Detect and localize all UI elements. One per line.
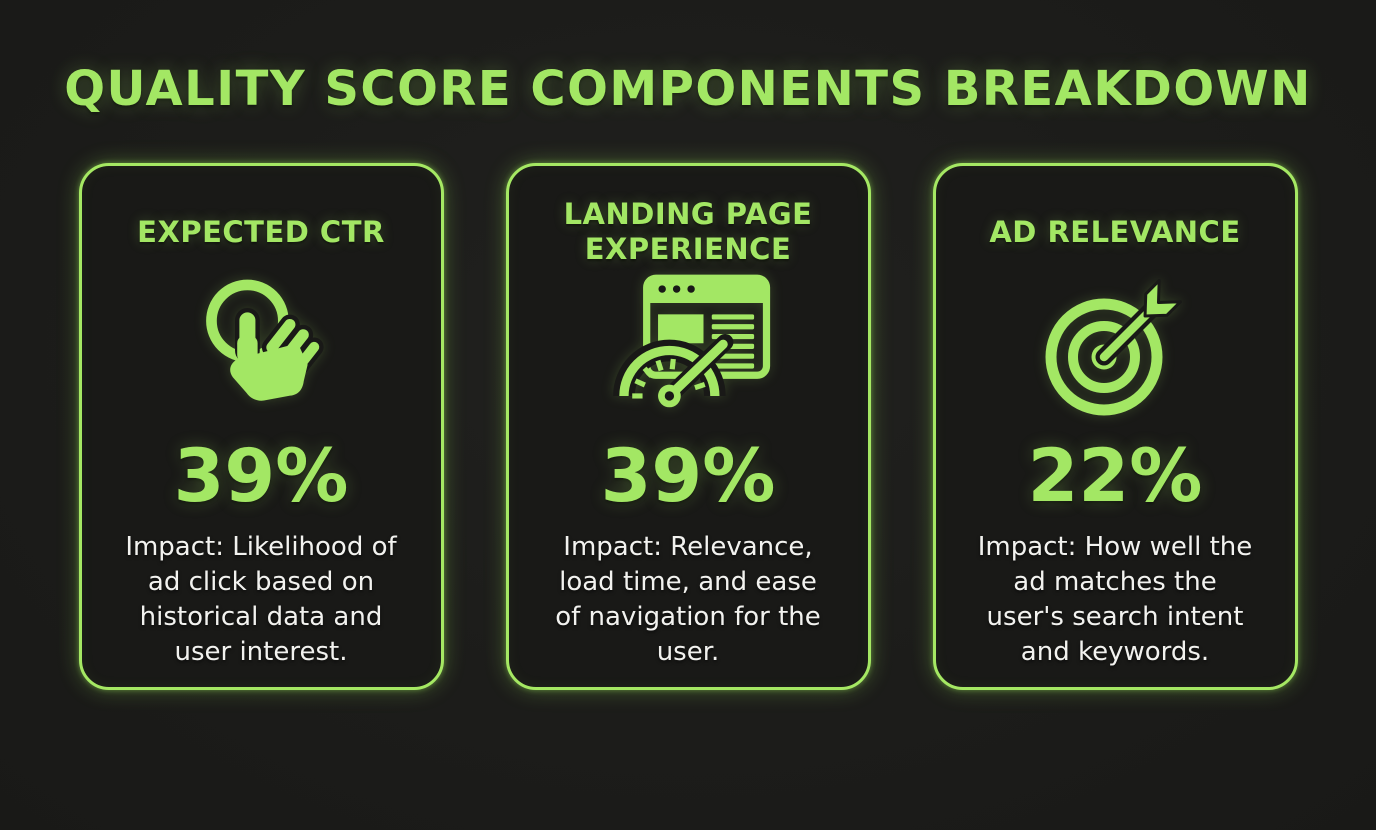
card-ad-relevance: AD RELEVANCE 22% Impact: How well the ad… (932, 163, 1298, 691)
card-expected-ctr: EXPECTED CTR 39% Impact: Likelihood of (78, 163, 444, 691)
impact-line: Impact: How well the (977, 532, 1253, 563)
percentage-value: 39% (173, 434, 349, 520)
impact-line: ad matches the (1013, 567, 1217, 598)
impact-line: of navigation for the (555, 602, 821, 633)
impact-line: user interest. (174, 637, 348, 668)
target-arrow-icon (1040, 274, 1190, 426)
card-title: EXPECTED CTR (137, 214, 385, 249)
impact-line: Impact: Relevance, (563, 532, 813, 563)
tap-click-icon (193, 274, 329, 426)
impact-line: historical data and (139, 602, 383, 633)
card-landing-page-experience: LANDING PAGE EXPERIENCE (505, 163, 871, 691)
impact-description: Impact: Relevance, load time, and ease o… (555, 530, 821, 670)
landing-page-speedometer-icon (599, 274, 777, 426)
infographic: QUALITY SCORE COMPONENTS BREAKDOWN EXPEC… (0, 61, 1376, 691)
impact-line: user. (656, 637, 720, 668)
impact-line: Impact: Likelihood of (125, 532, 397, 563)
impact-line: ad click based on (147, 567, 375, 598)
impact-description: Impact: How well the ad matches the user… (978, 530, 1253, 670)
percentage-value: 39% (600, 434, 776, 520)
percentage-value: 22% (1027, 434, 1203, 520)
card-title: AD RELEVANCE (989, 214, 1241, 249)
impact-line: user's search intent (986, 602, 1244, 633)
impact-description: Impact: Likelihood of ad click based on … (125, 530, 396, 670)
cards-row: EXPECTED CTR 39% Impact: Likelihood of (0, 163, 1376, 691)
page-title: QUALITY SCORE COMPONENTS BREAKDOWN (64, 61, 1312, 117)
impact-line: and keywords. (1020, 637, 1210, 668)
impact-line: load time, and ease (559, 567, 817, 598)
card-title: LANDING PAGE EXPERIENCE (563, 196, 813, 267)
